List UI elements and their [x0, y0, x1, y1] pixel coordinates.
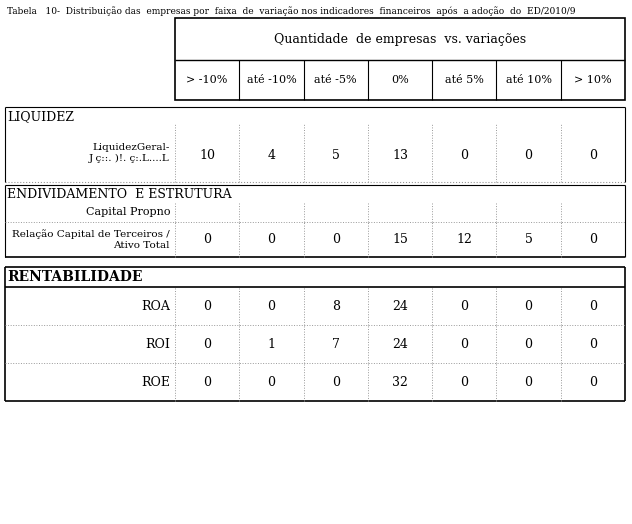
Text: 4: 4 [267, 149, 276, 162]
Text: 0%: 0% [391, 75, 409, 85]
Text: 0: 0 [525, 376, 533, 388]
Text: LiquidezGeral-
J ç::. )!. ç:.L....L: LiquidezGeral- J ç::. )!. ç:.L....L [89, 143, 170, 163]
Text: 0: 0 [460, 300, 468, 312]
Text: 0: 0 [589, 376, 597, 388]
Text: 8: 8 [332, 300, 340, 312]
Text: 0: 0 [460, 149, 468, 162]
Text: Quantidade  de empresas  vs. variações: Quantidade de empresas vs. variações [274, 32, 526, 46]
Text: 0: 0 [589, 337, 597, 351]
Text: 7: 7 [332, 337, 339, 351]
Text: 15: 15 [392, 233, 408, 246]
Text: 0: 0 [203, 376, 211, 388]
Text: 0: 0 [525, 149, 533, 162]
Text: 0: 0 [332, 376, 340, 388]
Text: 0: 0 [332, 233, 340, 246]
Text: 0: 0 [267, 233, 276, 246]
Text: 0: 0 [525, 300, 533, 312]
Text: > -10%: > -10% [186, 75, 228, 85]
Text: Capital Propno: Capital Propno [85, 207, 170, 217]
Text: 13: 13 [392, 149, 408, 162]
Text: ROA: ROA [141, 300, 170, 312]
Text: 0: 0 [460, 337, 468, 351]
Text: Relação Capital de Terceiros /
Ativo Total: Relação Capital de Terceiros / Ativo Tot… [12, 230, 170, 249]
Text: 0: 0 [525, 337, 533, 351]
Text: 0: 0 [267, 300, 276, 312]
Text: 0: 0 [203, 337, 211, 351]
Text: até -10%: até -10% [246, 75, 296, 85]
Text: Tabela   10-  Distribuição das  empresas por  faixa  de  variação nos indicadore: Tabela 10- Distribuição das empresas por… [7, 6, 576, 16]
Text: 0: 0 [589, 233, 597, 246]
Text: > 10%: > 10% [574, 75, 612, 85]
Text: ROE: ROE [141, 376, 170, 388]
Text: 0: 0 [203, 233, 211, 246]
Bar [175, 18, 625, 100]
Text: até 5%: até 5% [445, 75, 483, 85]
Text: ENDIVIDAMENTO  E ESTRUTURA: ENDIVIDAMENTO E ESTRUTURA [7, 189, 231, 202]
Text: 0: 0 [203, 300, 211, 312]
Text: 0: 0 [589, 300, 597, 312]
Text: 0: 0 [589, 149, 597, 162]
Text: 0: 0 [267, 376, 276, 388]
Text: ROI: ROI [145, 337, 170, 351]
Text: 24: 24 [392, 337, 408, 351]
Text: 5: 5 [332, 149, 339, 162]
Text: até 10%: até 10% [506, 75, 552, 85]
Text: 5: 5 [525, 233, 533, 246]
Text: LIQUIDEZ: LIQUIDEZ [7, 111, 74, 124]
Text: 0: 0 [460, 376, 468, 388]
Text: 24: 24 [392, 300, 408, 312]
Text: até -5%: até -5% [314, 75, 357, 85]
Text: 12: 12 [456, 233, 472, 246]
Text: RENTABILIDADE: RENTABILIDADE [7, 270, 142, 284]
Text: 32: 32 [392, 376, 408, 388]
Text: 1: 1 [267, 337, 276, 351]
Text: 10: 10 [199, 149, 215, 162]
